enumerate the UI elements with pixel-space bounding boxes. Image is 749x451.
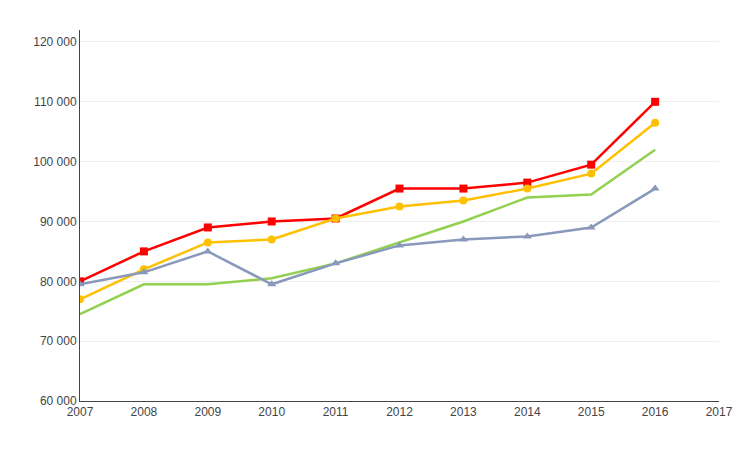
svg-text:2010: 2010 [258, 405, 285, 419]
svg-text:2007: 2007 [67, 405, 94, 419]
svg-text:2008: 2008 [131, 405, 158, 419]
svg-text:2011: 2011 [323, 405, 349, 419]
svg-text:2012: 2012 [386, 405, 413, 419]
svg-text:80 000: 80 000 [40, 275, 77, 289]
svg-text:60 000: 60 000 [40, 394, 77, 408]
svg-text:2009: 2009 [194, 405, 221, 419]
svg-text:90 000: 90 000 [40, 215, 77, 229]
svg-text:110 000: 110 000 [34, 95, 77, 109]
svg-text:100 000: 100 000 [33, 155, 77, 169]
svg-text:70 000: 70 000 [40, 334, 77, 348]
svg-text:120 000: 120 000 [33, 35, 77, 49]
svg-text:2016: 2016 [642, 405, 669, 419]
svg-text:2015: 2015 [578, 405, 605, 419]
svg-text:2013: 2013 [450, 405, 477, 419]
svg-text:2014: 2014 [514, 405, 541, 419]
svg-text:2017: 2017 [706, 405, 733, 419]
